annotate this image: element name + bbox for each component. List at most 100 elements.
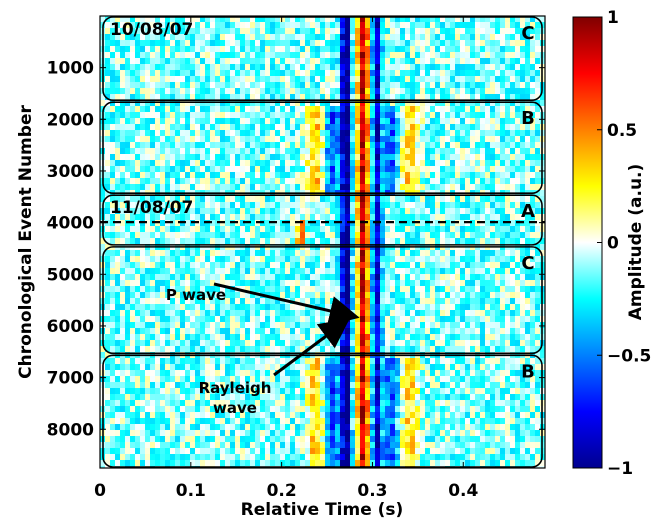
heatmap-cell <box>105 238 111 245</box>
heatmap-cell <box>390 88 396 95</box>
heatmap-cell <box>270 304 276 311</box>
heatmap-cell <box>350 274 356 281</box>
heatmap-cell <box>290 64 296 71</box>
heatmap-cell <box>480 196 486 203</box>
heatmap-cell <box>225 64 231 71</box>
heatmap-cell <box>355 262 361 269</box>
heatmap-cell <box>465 64 471 71</box>
heatmap-cell <box>425 22 431 29</box>
heatmap-cell <box>210 88 216 95</box>
heatmap-cell <box>195 208 201 215</box>
heatmap-cell <box>485 76 491 83</box>
heatmap-cell <box>340 226 346 233</box>
heatmap-cell <box>260 34 266 41</box>
heatmap-cell <box>395 22 401 29</box>
heatmap-cell <box>275 64 281 71</box>
heatmap-cell <box>170 334 176 341</box>
heatmap-cell <box>315 286 321 293</box>
heatmap-cell <box>205 130 211 137</box>
heatmap-cell <box>260 304 266 311</box>
heatmap-cell <box>190 106 196 113</box>
heatmap-cell <box>340 280 346 287</box>
heatmap-cell <box>110 64 116 71</box>
heatmap-cell <box>200 196 206 203</box>
heatmap-cell <box>315 256 321 263</box>
heatmap-cell <box>505 274 511 281</box>
heatmap-cell <box>240 142 246 149</box>
heatmap-cell <box>470 250 476 257</box>
heatmap-cell <box>240 100 246 107</box>
heatmap-cell <box>530 322 536 329</box>
heatmap-cell <box>525 334 531 341</box>
heatmap-cell <box>185 292 191 299</box>
heatmap-cell <box>430 28 436 35</box>
heatmap-cell <box>375 274 381 281</box>
heatmap-cell <box>510 298 516 305</box>
heatmap-cell <box>215 58 221 65</box>
heatmap-cell <box>420 286 426 293</box>
heatmap-cell <box>255 250 261 257</box>
heatmap-cell <box>230 280 236 287</box>
heatmap-cell <box>440 46 446 53</box>
heatmap-cell <box>485 250 491 257</box>
heatmap-cell <box>430 328 436 335</box>
heatmap-cell <box>250 70 256 77</box>
heatmap-cell <box>410 142 416 149</box>
heatmap-cell <box>360 208 366 215</box>
heatmap-cell <box>430 280 436 287</box>
heatmap-cell <box>480 136 486 143</box>
heatmap-cell <box>455 214 461 221</box>
heatmap-cell <box>400 202 406 209</box>
heatmap-cell <box>125 328 131 335</box>
heatmap-cell <box>215 34 221 41</box>
heatmap-cell <box>485 208 491 215</box>
heatmap-cell <box>485 40 491 47</box>
heatmap-cell <box>255 88 261 95</box>
heatmap-cell <box>275 34 281 41</box>
heatmap-cell <box>405 166 411 173</box>
heatmap-cell <box>380 256 386 263</box>
heatmap-cell <box>145 22 151 29</box>
heatmap-cell <box>195 148 201 155</box>
heatmap-cell <box>420 184 426 191</box>
heatmap-cell <box>475 94 481 101</box>
heatmap-cell <box>295 130 301 137</box>
heatmap-cell <box>435 130 441 137</box>
heatmap-cell <box>495 310 501 317</box>
heatmap-cell <box>110 160 116 167</box>
heatmap-cell <box>285 316 291 323</box>
heatmap-cell <box>385 106 391 113</box>
heatmap-cell <box>500 238 506 245</box>
heatmap-cell <box>140 106 146 113</box>
heatmap-cell <box>170 292 176 299</box>
heatmap-cell <box>220 214 226 221</box>
heatmap-cell <box>150 310 156 317</box>
heatmap-cell <box>130 34 136 41</box>
heatmap-cell <box>140 184 146 191</box>
heatmap-cell <box>255 106 261 113</box>
heatmap-cell <box>520 160 526 167</box>
heatmap-cell <box>120 334 126 341</box>
heatmap-cell <box>425 118 431 125</box>
heatmap-cell <box>390 118 396 125</box>
heatmap-cell <box>465 316 471 323</box>
heatmap-cell <box>340 262 346 269</box>
heatmap-cell <box>365 214 371 221</box>
heatmap-cell <box>220 304 226 311</box>
heatmap-cell <box>135 16 141 23</box>
heatmap-cell <box>270 70 276 77</box>
heatmap-cell <box>110 184 116 191</box>
heatmap-cell <box>130 142 136 149</box>
heatmap-cell <box>415 148 421 155</box>
heatmap-cell <box>135 34 141 41</box>
heatmap-cell <box>145 208 151 215</box>
heatmap-cell <box>475 76 481 83</box>
heatmap-cell <box>270 40 276 47</box>
heatmap-cell <box>465 130 471 137</box>
heatmap-cell <box>210 112 216 119</box>
heatmap-cell <box>375 16 381 23</box>
heatmap-cell <box>350 94 356 101</box>
heatmap-cell <box>390 106 396 113</box>
heatmap-cell <box>200 106 206 113</box>
heatmap-cell <box>375 328 381 335</box>
